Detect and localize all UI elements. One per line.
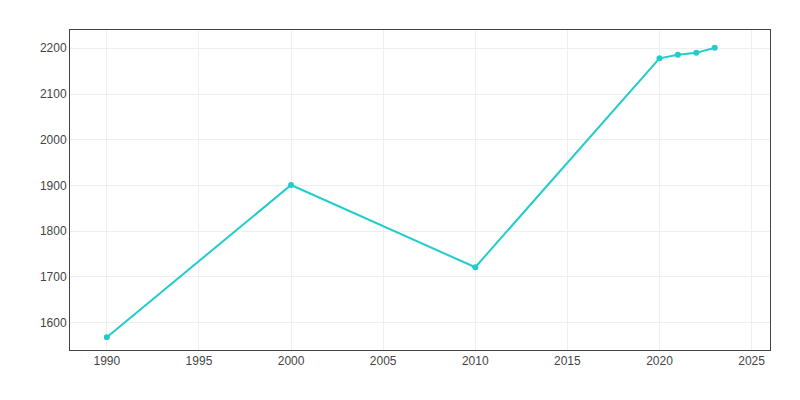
svg-text:2100: 2100 (40, 87, 67, 101)
svg-text:1600: 1600 (40, 316, 67, 330)
svg-text:2000: 2000 (278, 354, 305, 368)
svg-text:1900: 1900 (40, 179, 67, 193)
svg-text:2025: 2025 (738, 354, 765, 368)
svg-text:2020: 2020 (646, 354, 673, 368)
svg-text:1995: 1995 (186, 354, 213, 368)
svg-text:1700: 1700 (40, 270, 67, 284)
svg-text:2015: 2015 (554, 354, 581, 368)
svg-text:2200: 2200 (40, 41, 67, 55)
svg-text:2010: 2010 (462, 354, 489, 368)
svg-text:2005: 2005 (370, 354, 397, 368)
svg-text:1990: 1990 (93, 354, 120, 368)
svg-text:1800: 1800 (40, 224, 67, 238)
svg-text:2000: 2000 (40, 133, 67, 147)
